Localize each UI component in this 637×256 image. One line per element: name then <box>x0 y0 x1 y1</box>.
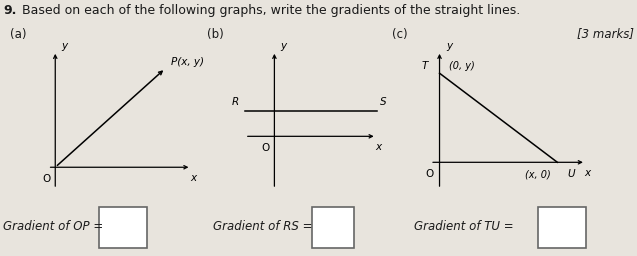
Text: [3 marks]: [3 marks] <box>577 27 634 40</box>
Text: U: U <box>568 169 575 179</box>
Text: R: R <box>232 97 239 107</box>
Text: x: x <box>375 142 381 152</box>
Text: T: T <box>422 61 428 71</box>
Text: (0, y): (0, y) <box>450 61 475 71</box>
Text: P(x, y): P(x, y) <box>171 57 204 67</box>
Text: x: x <box>190 173 196 183</box>
Text: (a): (a) <box>10 28 26 41</box>
Text: Gradient of OP =: Gradient of OP = <box>3 220 103 233</box>
Text: 9.: 9. <box>3 4 17 17</box>
Text: O: O <box>262 143 270 153</box>
Text: y: y <box>280 41 286 51</box>
Text: (b): (b) <box>207 28 224 41</box>
Text: (x, 0): (x, 0) <box>525 169 551 179</box>
Text: Gradient of RS =: Gradient of RS = <box>213 220 313 233</box>
Text: S: S <box>380 97 386 107</box>
Text: x: x <box>584 168 590 178</box>
Text: y: y <box>61 41 68 51</box>
Text: O: O <box>42 174 50 184</box>
Text: y: y <box>446 41 452 51</box>
Text: Based on each of the following graphs, write the gradients of the straight lines: Based on each of the following graphs, w… <box>18 4 520 17</box>
Text: O: O <box>426 169 434 179</box>
Text: (c): (c) <box>392 28 408 41</box>
Text: Gradient of TU =: Gradient of TU = <box>414 220 513 233</box>
